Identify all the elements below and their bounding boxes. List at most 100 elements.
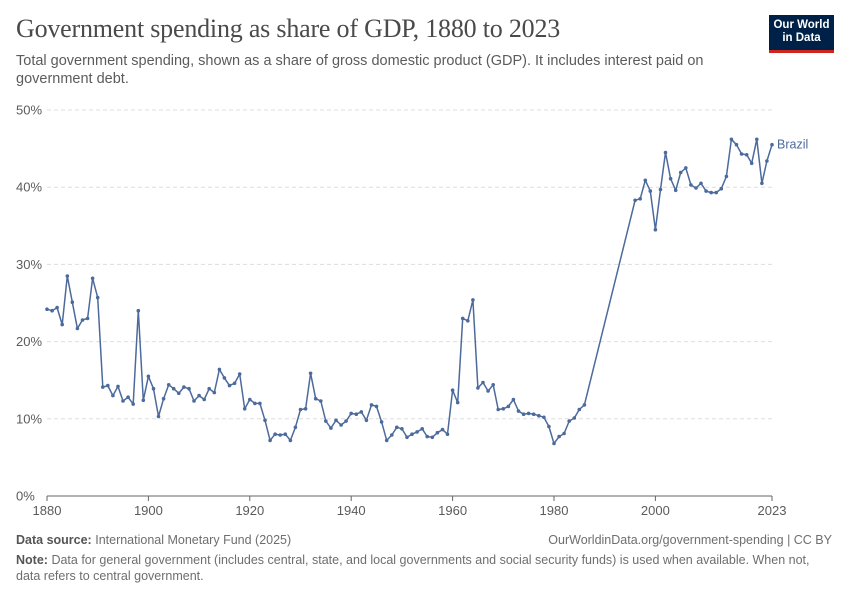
data-point: [111, 393, 115, 398]
data-point: [334, 418, 338, 423]
data-point: [450, 388, 455, 393]
data-point: [319, 399, 323, 403]
data-point: [582, 403, 587, 407]
x-tick-label: 1900: [134, 503, 163, 518]
data-point: [324, 419, 328, 423]
data-point: [171, 386, 176, 391]
note-text: Data for general government (includes ce…: [16, 553, 810, 583]
data-point: [521, 412, 526, 417]
data-point: [729, 137, 734, 142]
data-point: [207, 386, 211, 391]
series-label-brazil: Brazil: [777, 138, 808, 152]
x-tick-label: 1960: [438, 503, 467, 518]
data-source-link[interactable]: International Monetary Fund (2025): [95, 533, 292, 547]
data-point: [516, 409, 521, 413]
data-point: [248, 397, 252, 402]
chart-url[interactable]: OurWorldinData.org/government-spending |…: [548, 533, 832, 547]
y-tick-label: 10%: [16, 411, 42, 426]
data-point: [420, 427, 425, 431]
data-point: [212, 390, 217, 395]
y-tick-label: 30%: [16, 257, 42, 272]
logo-line-1: Our World: [773, 19, 830, 31]
data-point: [491, 383, 496, 387]
data-point: [273, 432, 277, 437]
data-point: [440, 427, 445, 432]
data-point: [542, 415, 546, 420]
data-point: [476, 386, 480, 390]
data-point: [390, 433, 394, 437]
data-point: [308, 371, 313, 376]
data-point: [253, 401, 257, 406]
data-point: [192, 399, 196, 403]
x-tick-label: 2000: [641, 503, 670, 518]
data-point: [374, 404, 379, 409]
data-point: [197, 393, 201, 398]
logo-line-2: in Data: [782, 32, 821, 44]
data-point: [760, 181, 764, 186]
data-point: [151, 386, 156, 391]
data-point: [562, 431, 566, 436]
chart-title: Government spending as share of GDP, 188…: [16, 14, 561, 43]
data-point: [161, 396, 166, 401]
data-point: [501, 407, 506, 411]
data-point: [724, 174, 729, 179]
data-point: [90, 276, 95, 281]
data-point: [638, 197, 642, 201]
data-source-label: Data source:: [16, 533, 92, 547]
data-point: [106, 383, 110, 388]
data-point: [85, 316, 90, 321]
data-point: [55, 305, 59, 310]
data-point: [663, 150, 668, 155]
chart-subtitle: Total government spending, shown as a sh…: [16, 53, 704, 87]
data-point: [156, 414, 161, 419]
data-point: [435, 430, 440, 435]
data-point: [303, 407, 308, 411]
data-point: [633, 198, 637, 203]
data-point: [116, 384, 120, 389]
data-point: [400, 427, 404, 431]
data-point: [121, 399, 125, 403]
data-point: [227, 383, 232, 388]
data-point: [242, 407, 247, 411]
data-point: [288, 438, 293, 443]
data-point: [237, 372, 242, 376]
data-point: [755, 137, 759, 142]
data-point: [364, 418, 369, 423]
data-point: [577, 407, 582, 412]
data-point: [734, 142, 739, 147]
data-point: [714, 190, 718, 195]
data-point: [466, 319, 470, 323]
data-point: [537, 413, 541, 418]
data-point: [65, 274, 70, 278]
data-point: [410, 432, 414, 437]
data-point: [258, 401, 262, 406]
data-point: [50, 308, 54, 313]
data-point: [704, 189, 708, 193]
data-point: [673, 188, 678, 193]
data-point: [684, 166, 688, 170]
y-tick-label: 40%: [16, 180, 42, 195]
data-point: [395, 425, 399, 430]
x-tick-label: 1920: [235, 503, 264, 518]
data-point: [552, 441, 556, 446]
data-point: [359, 410, 364, 414]
data-point: [511, 397, 516, 402]
data-point: [653, 227, 658, 232]
data-point: [496, 407, 501, 412]
data-point: [101, 385, 105, 389]
data-point: [678, 170, 683, 175]
data-point: [80, 318, 85, 322]
data-point: [425, 434, 430, 439]
data-point: [557, 434, 561, 439]
data-point: [293, 425, 298, 430]
data-source: Data source: International Monetary Fund…: [16, 533, 291, 549]
data-point: [567, 419, 571, 423]
data-point: [455, 400, 460, 405]
data-point: [694, 186, 698, 190]
data-point: [177, 391, 181, 396]
data-point: [749, 161, 754, 166]
owid-logo[interactable]: Our World in Data: [769, 15, 834, 53]
data-point: [643, 178, 648, 183]
x-tick-label: 1980: [540, 503, 569, 518]
